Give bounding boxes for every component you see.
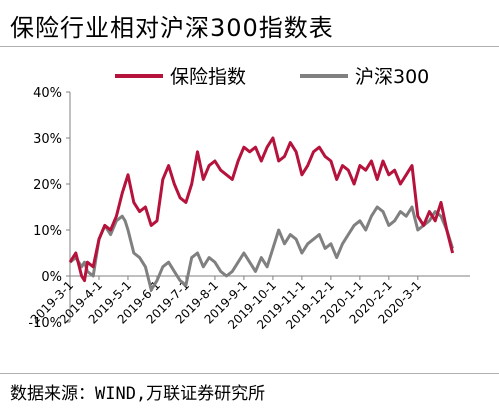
title-divider <box>0 46 499 47</box>
y-tick-label: 30% <box>33 132 62 147</box>
series-line-hs300 <box>69 205 455 292</box>
legend-label: 沪深300 <box>355 66 429 88</box>
source-note: 数据来源：WIND,万联证券研究所 <box>10 384 266 404</box>
series-line-insurance <box>68 136 455 283</box>
y-tick-label: 0% <box>41 270 62 285</box>
y-tick-label: 20% <box>33 178 62 193</box>
y-tick-label: 10% <box>33 224 62 239</box>
legend-label: 保险指数 <box>170 66 246 88</box>
page-title: 保险行业相对沪深300指数表 <box>10 14 334 42</box>
y-tick-label: -10% <box>28 316 62 331</box>
y-tick-label: 40% <box>33 86 62 101</box>
source-divider <box>0 373 499 374</box>
